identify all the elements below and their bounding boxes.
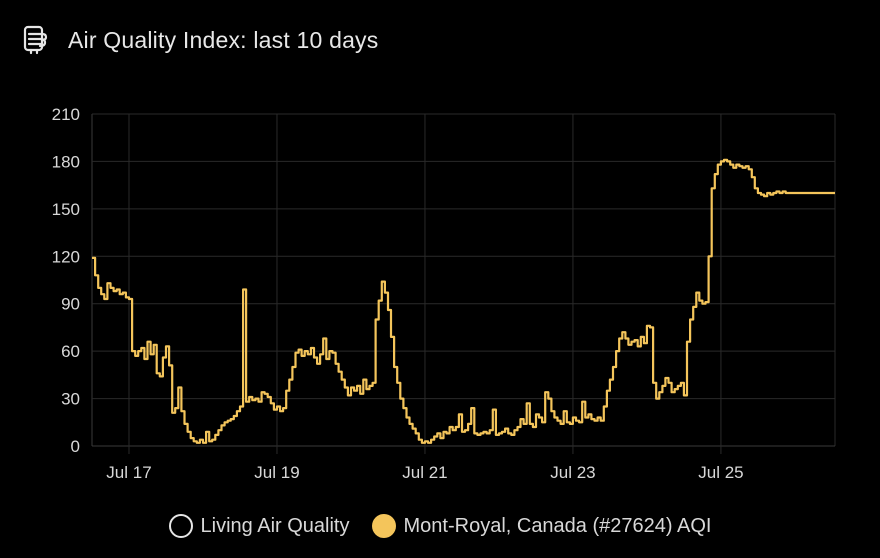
x-tick-label: Jul 25: [698, 463, 743, 482]
y-axis: 0 30 60 90 120 150 180 210: [52, 105, 80, 456]
legend-swatch-filled: [371, 514, 396, 538]
legend-label: Mont-Royal, Canada (#27624) AQI: [403, 514, 712, 537]
x-tick-label: Jul 19: [254, 463, 299, 482]
y-tick-label: 180: [52, 152, 80, 171]
x-tick-label: Jul 23: [550, 463, 595, 482]
y-tick-label: 90: [61, 295, 80, 314]
y-tick-label: 210: [52, 105, 80, 124]
card-header: Air Quality Index: last 10 days: [20, 20, 378, 60]
air-quality-icon: [23, 25, 48, 55]
y-tick-label: 0: [71, 437, 80, 456]
legend-swatch-hollow: [168, 514, 193, 538]
x-tick-label: Jul 21: [402, 463, 447, 482]
legend-label: Living Air Quality: [200, 514, 350, 537]
y-tick-label: 120: [52, 247, 80, 266]
card-title: Air Quality Index: last 10 days: [68, 26, 379, 53]
legend-item-living-air-quality[interactable]: Living Air Quality: [168, 514, 350, 538]
chart-legend: Living Air Quality Mont-Royal, Canada (#…: [0, 510, 880, 542]
chart-grid: [91, 113, 836, 454]
x-axis: Jul 17 Jul 19 Jul 21 Jul 23 Jul 25: [106, 463, 743, 482]
legend-item-mont-royal[interactable]: Mont-Royal, Canada (#27624) AQI: [371, 514, 712, 538]
y-tick-label: 30: [61, 390, 80, 409]
y-tick-label: 150: [52, 200, 80, 219]
x-tick-label: Jul 17: [106, 463, 151, 482]
y-tick-label: 60: [61, 342, 80, 361]
series-line-mont-royal: [92, 158, 835, 444]
chart-series: [92, 158, 835, 444]
